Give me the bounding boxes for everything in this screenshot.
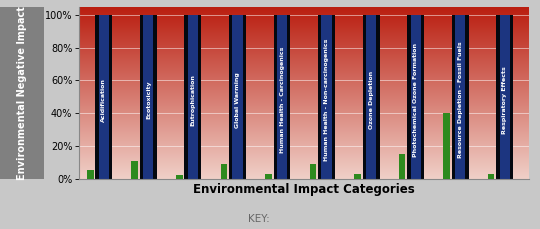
Text: Ozone Depletion: Ozone Depletion [369, 71, 374, 129]
Bar [220, 164, 227, 179]
Bar [242, 15, 246, 179]
Bar [443, 113, 450, 179]
Bar [140, 15, 143, 179]
Bar [153, 15, 157, 179]
Bar [407, 15, 410, 179]
Bar [366, 15, 376, 179]
Bar [399, 154, 406, 179]
Text: Ecotoxicity: Ecotoxicity [146, 81, 151, 119]
Bar [96, 15, 99, 179]
X-axis label: Environmental Impact Categories: Environmental Impact Categories [193, 183, 415, 196]
Bar [354, 174, 361, 179]
Text: Human Health - Carcinogenics: Human Health - Carcinogenics [280, 47, 285, 153]
Bar [376, 15, 380, 179]
Text: Human Health - Non-carcinogenics: Human Health - Non-carcinogenics [324, 39, 329, 161]
Bar [321, 15, 332, 179]
Bar [277, 15, 287, 179]
Text: Global Warming: Global Warming [235, 72, 240, 128]
Bar [143, 15, 153, 179]
Bar [488, 174, 495, 179]
Bar [99, 15, 109, 179]
Text: Acidification: Acidification [102, 78, 106, 122]
Bar [176, 175, 183, 179]
Bar [465, 15, 469, 179]
Bar [185, 15, 188, 179]
Text: Photochemical Ozone Formation: Photochemical Ozone Formation [413, 43, 418, 157]
Bar [451, 15, 455, 179]
Text: Eutrophication: Eutrophication [191, 74, 195, 126]
Bar [410, 15, 421, 179]
Bar [510, 15, 513, 179]
Text: Resource Depletion - Fossil Fuels: Resource Depletion - Fossil Fuels [458, 42, 463, 158]
Text: Environmental Negative Impact: Environmental Negative Impact [17, 6, 27, 180]
Bar [287, 15, 291, 179]
Bar [87, 170, 93, 179]
Bar [500, 15, 510, 179]
Bar [496, 15, 500, 179]
Bar [421, 15, 424, 179]
Bar [188, 15, 198, 179]
Bar [318, 15, 321, 179]
Bar [198, 15, 201, 179]
Bar [232, 15, 242, 179]
Bar [109, 15, 112, 179]
Bar [229, 15, 232, 179]
Text: Respiratory Effects: Respiratory Effects [502, 66, 507, 134]
Bar [265, 174, 272, 179]
Bar [455, 15, 465, 179]
Bar [274, 15, 277, 179]
Bar [363, 15, 366, 179]
Bar [131, 161, 138, 179]
Bar [332, 15, 335, 179]
Bar [309, 164, 316, 179]
Text: KEY:: KEY: [248, 214, 270, 224]
